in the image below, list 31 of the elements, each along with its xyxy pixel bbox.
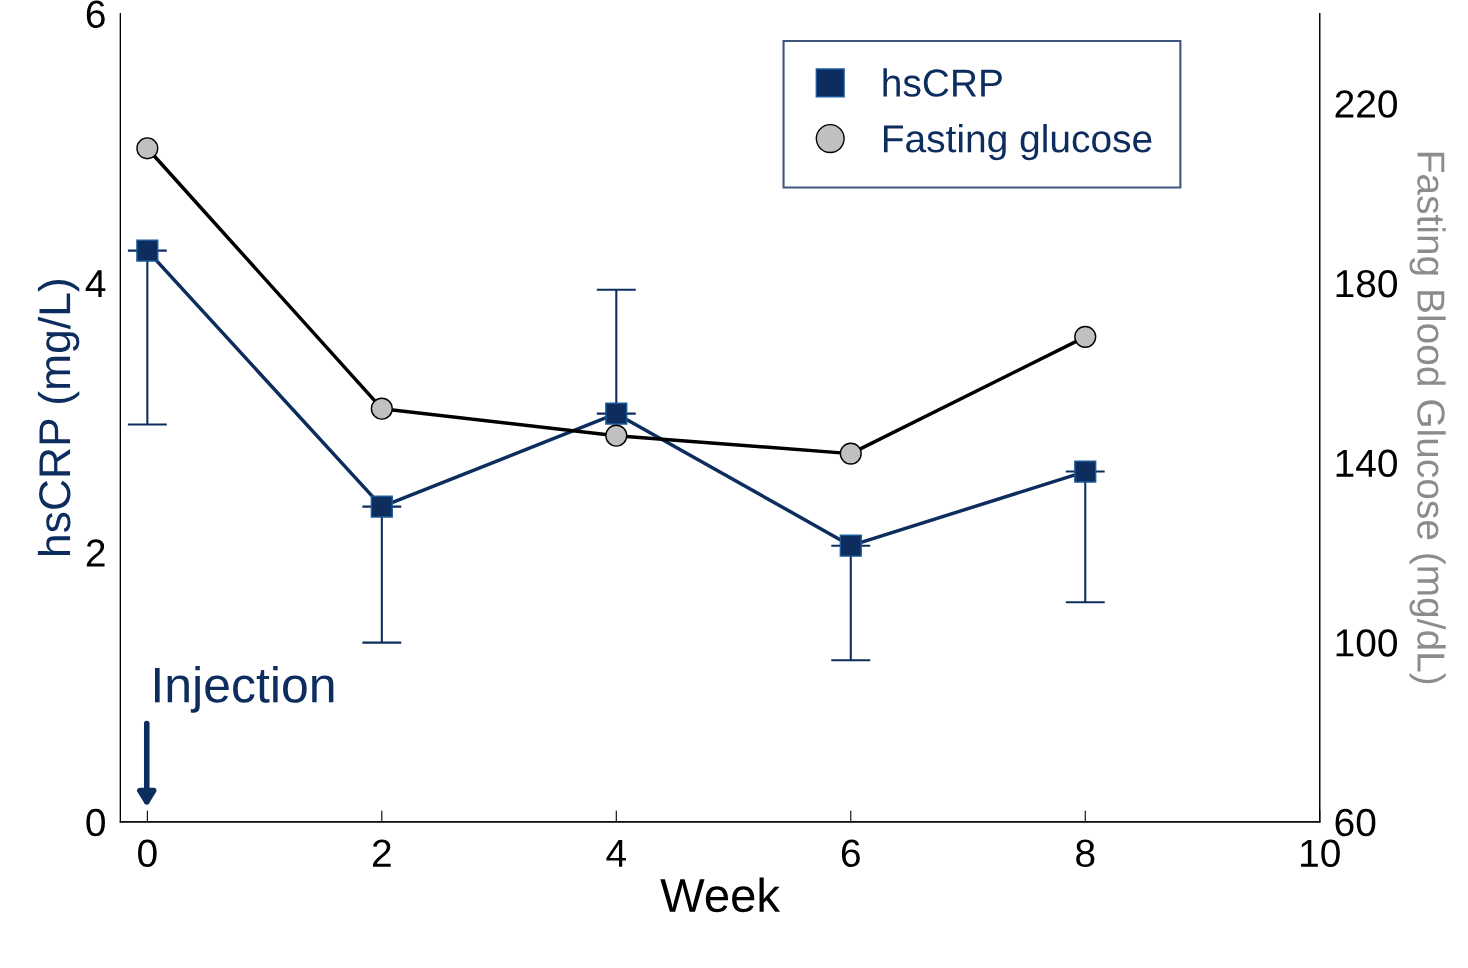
legend-label: Fasting glucose [883, 124, 1152, 161]
y-tick-label: 4 [85, 270, 106, 298]
x-tick-label: 6 [841, 839, 860, 868]
y-axis-title: hsCRP (mg/L) [37, 280, 80, 555]
annotation: Injection [154, 666, 334, 713]
point [136, 137, 159, 160]
y2-tick-label: 180 [1336, 269, 1397, 298]
y-tick-label: 6 [86, 0, 105, 29]
y-tick-label: 0 [86, 808, 105, 837]
legend-label: hsCRP [883, 68, 1002, 97]
y-tick-label: 2 [86, 539, 105, 567]
point [370, 495, 393, 518]
y2-tick-label: 140 [1336, 449, 1397, 478]
point [136, 239, 159, 262]
x-axis-title: Week [660, 877, 781, 913]
point [605, 402, 628, 425]
y2-tick-label: 100 [1336, 629, 1397, 657]
y2-axis-title: Fasting Blood Glucose (mg/dL) [1409, 152, 1446, 684]
point [839, 442, 862, 465]
point [839, 534, 862, 557]
point [1074, 325, 1097, 348]
point [1074, 460, 1097, 483]
x-tick-label: 10 [1301, 839, 1340, 868]
point [370, 397, 393, 420]
x-tick-label: 2 [372, 839, 391, 867]
x-tick-label: 4 [606, 839, 626, 867]
y2-tick-label: 60 [1335, 808, 1376, 837]
x-tick-label: 0 [138, 839, 157, 868]
y2-tick-label: 220 [1335, 90, 1397, 118]
point [605, 424, 628, 447]
x-tick-label: 8 [1076, 839, 1095, 868]
